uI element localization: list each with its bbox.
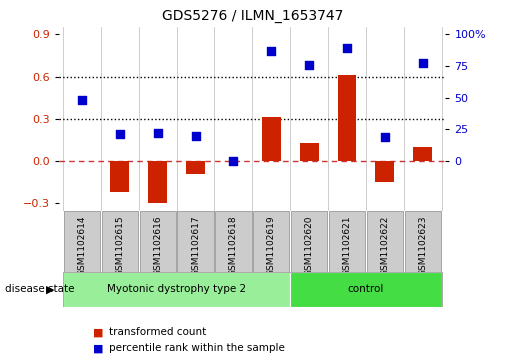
Bar <box>253 211 289 272</box>
Bar <box>148 161 167 204</box>
Text: transformed count: transformed count <box>109 327 207 337</box>
Bar <box>300 143 319 161</box>
Bar <box>337 75 356 161</box>
Bar <box>215 211 252 272</box>
Bar <box>110 161 129 192</box>
Text: GSM1102618: GSM1102618 <box>229 216 238 276</box>
Bar <box>290 272 442 307</box>
Bar <box>186 161 205 174</box>
Text: GDS5276 / ILMN_1653747: GDS5276 / ILMN_1653747 <box>162 9 343 23</box>
Text: ▶: ▶ <box>45 285 54 294</box>
Bar <box>63 272 290 307</box>
Bar <box>405 211 441 272</box>
Bar <box>177 211 214 272</box>
Point <box>153 130 162 136</box>
Bar <box>414 147 432 161</box>
Text: GSM1102620: GSM1102620 <box>305 216 314 276</box>
Text: GSM1102619: GSM1102619 <box>267 216 276 276</box>
Bar <box>101 211 138 272</box>
Text: GSM1102617: GSM1102617 <box>191 216 200 276</box>
Bar <box>375 161 394 182</box>
Bar <box>291 211 328 272</box>
Text: Myotonic dystrophy type 2: Myotonic dystrophy type 2 <box>107 285 246 294</box>
Text: GSM1102623: GSM1102623 <box>418 216 427 276</box>
Point <box>116 132 124 138</box>
Bar <box>329 211 365 272</box>
Text: ■: ■ <box>93 343 103 354</box>
Text: GSM1102622: GSM1102622 <box>381 216 389 276</box>
Text: GSM1102614: GSM1102614 <box>77 216 87 276</box>
Bar <box>262 118 281 161</box>
Text: GSM1102621: GSM1102621 <box>342 216 352 276</box>
Text: control: control <box>348 285 384 294</box>
Point <box>78 97 86 103</box>
Text: disease state: disease state <box>5 285 75 294</box>
Text: percentile rank within the sample: percentile rank within the sample <box>109 343 285 354</box>
Bar <box>64 211 100 272</box>
Text: ■: ■ <box>93 327 103 337</box>
Point <box>192 133 200 139</box>
Point <box>267 48 276 54</box>
Point <box>229 158 237 164</box>
Point <box>381 134 389 140</box>
Bar <box>367 211 403 272</box>
Text: GSM1102615: GSM1102615 <box>115 216 124 276</box>
Text: GSM1102616: GSM1102616 <box>153 216 162 276</box>
Point <box>419 61 427 66</box>
Point <box>305 62 313 68</box>
Bar <box>140 211 176 272</box>
Point <box>343 45 351 51</box>
